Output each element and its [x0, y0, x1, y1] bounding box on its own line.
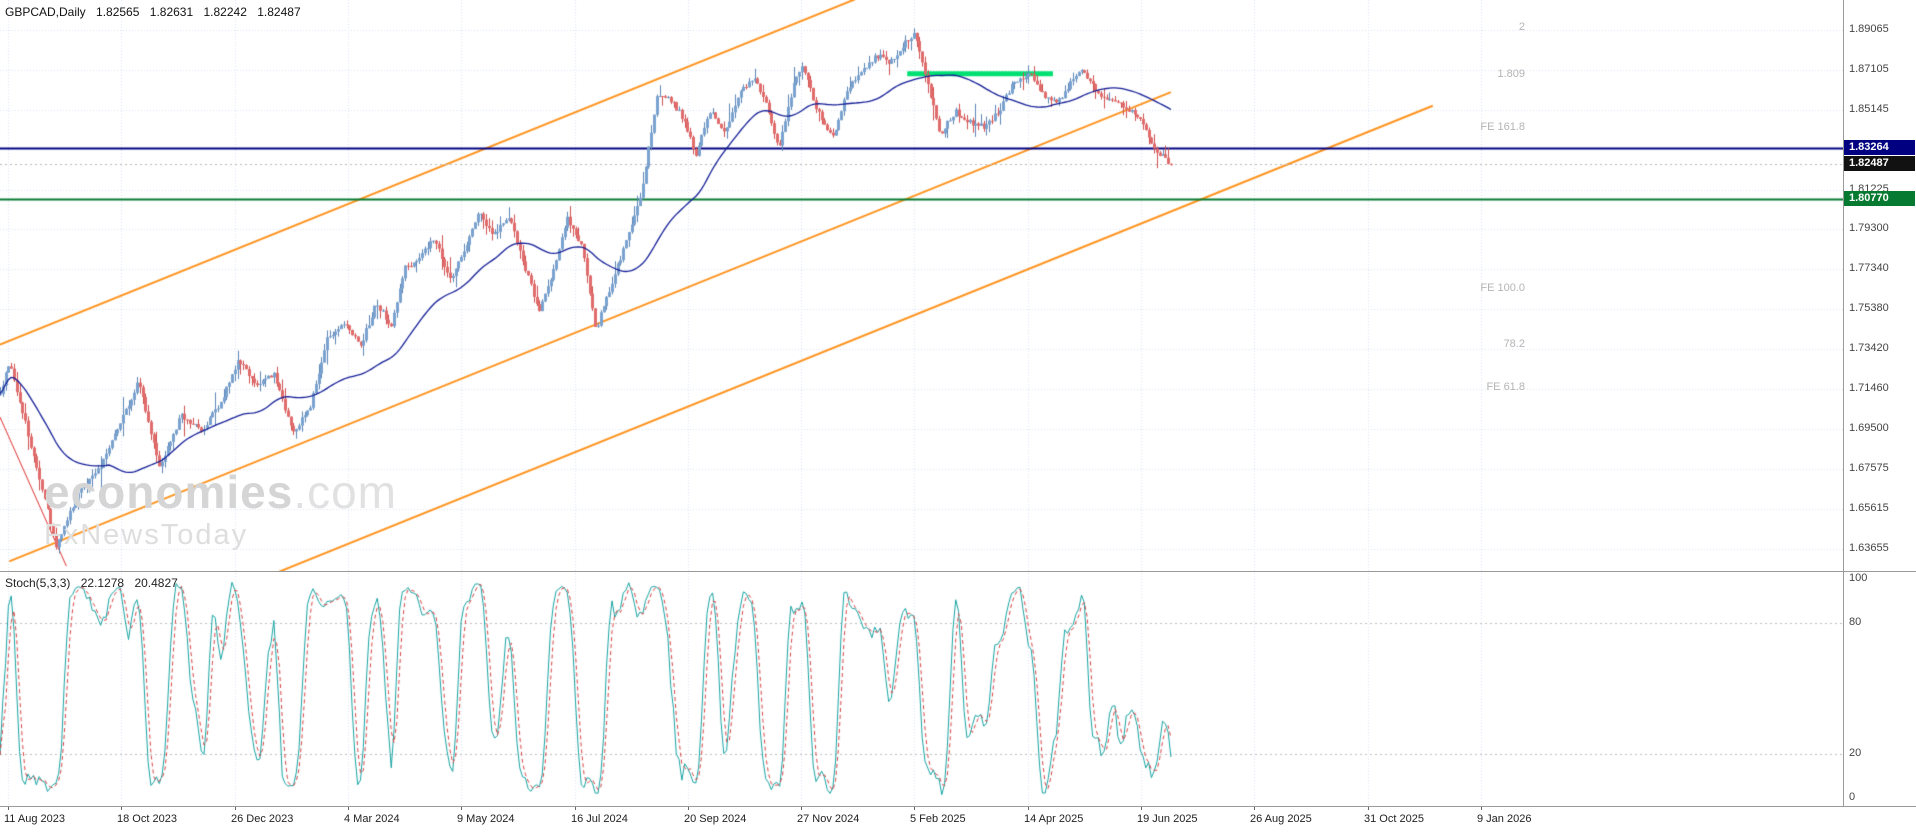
price-tick-label: 1.67575: [1849, 461, 1889, 474]
time-tick: [1368, 806, 1369, 810]
time-tick-label: 26 Dec 2023: [231, 813, 294, 825]
time-tick: [8, 806, 9, 810]
axis-separator-vertical: [1843, 0, 1844, 806]
fib-expansion-label: FE 100.0: [1480, 281, 1525, 294]
price-tick-label: 1.79300: [1849, 222, 1889, 235]
price-tick-label: 1.89065: [1849, 23, 1889, 36]
time-tick: [1481, 806, 1482, 810]
time-tick-label: 4 Mar 2024: [344, 813, 400, 825]
price-tick-label: 1.71460: [1849, 382, 1889, 395]
ohlc-open: 1.82565: [96, 5, 140, 19]
time-tick-label: 20 Sep 2024: [684, 813, 747, 825]
panel-separator: [0, 571, 1916, 572]
time-tick-label: 11 Aug 2023: [4, 813, 65, 825]
stochastic-header: Stoch(5,3,3) 22.1278 20.4827: [5, 576, 185, 590]
time-tick: [801, 806, 802, 810]
stochastic-k-value: 22.1278: [80, 576, 125, 590]
time-tick: [348, 806, 349, 810]
price-axis[interactable]: 1.89065 1.87105 1.85145 1.81225 1.79300 1.773…: [1844, 0, 1916, 806]
time-tick: [121, 806, 122, 810]
stoch-tick-label: 100: [1849, 572, 1868, 584]
time-tick: [235, 806, 236, 810]
current-price-badge: 1.82487: [1844, 156, 1915, 172]
stochastic-label: Stoch(5,3,3): [5, 576, 71, 590]
time-tick-label: 31 Oct 2025: [1364, 813, 1424, 825]
time-tick: [1028, 806, 1029, 810]
time-tick-label: 9 May 2024: [457, 813, 515, 825]
chart-header: GBPCAD,Daily 1.82565 1.82631 1.82242 1.8…: [5, 5, 308, 19]
time-tick: [1254, 806, 1255, 810]
fib-expansion-label: FE 61.8: [1486, 380, 1525, 393]
time-tick: [688, 806, 689, 810]
ohlc-low: 1.82242: [203, 5, 247, 19]
fib-expansion-label: 1.809: [1497, 68, 1525, 81]
price-tick-label: 1.85145: [1849, 103, 1889, 116]
time-axis-separator: [0, 806, 1916, 807]
time-tick: [461, 806, 462, 810]
support-price-badge: 1.80770: [1844, 191, 1915, 207]
price-chart: GBPCAD,Daily 1.82565 1.82631 1.82242 1.8…: [0, 0, 1844, 571]
stochastic-canvas[interactable]: [0, 573, 1844, 806]
stochastic-d-value: 20.4827: [134, 576, 178, 590]
price-tick-label: 1.73420: [1849, 342, 1889, 355]
price-tick-label: 1.63655: [1849, 541, 1889, 554]
fib-expansion-label: 78.2: [1503, 337, 1525, 350]
time-tick-label: 9 Jan 2026: [1477, 813, 1532, 825]
resistance-price-badge: 1.83264: [1844, 140, 1915, 156]
time-tick-label: 27 Nov 2024: [797, 813, 860, 825]
time-tick-label: 16 Jul 2024: [571, 813, 628, 825]
ohlc-high: 1.82631: [149, 5, 194, 19]
stochastic-panel: Stoch(5,3,3) 22.1278 20.4827: [0, 573, 1844, 806]
price-tick-label: 1.75380: [1849, 302, 1889, 315]
time-tick-label: 19 Jun 2025: [1137, 813, 1198, 825]
price-tick-label: 1.77340: [1849, 262, 1889, 275]
stoch-tick-label: 20: [1849, 747, 1862, 760]
fib-expansion-label: 2: [1518, 20, 1525, 33]
time-tick-label: 26 Aug 2025: [1250, 813, 1312, 825]
time-axis[interactable]: 11 Aug 2023 18 Oct 2023 26 Dec 2023 4 Mar 2…: [0, 806, 1916, 840]
symbol-period-label: GBPCAD,Daily: [5, 5, 86, 19]
time-tick-label: 14 Apr 2025: [1024, 813, 1084, 825]
time-tick: [914, 806, 915, 810]
price-tick-label: 1.69500: [1849, 422, 1889, 435]
price-tick-label: 1.65615: [1849, 501, 1889, 514]
fib-expansion-label: FE 161.8: [1480, 120, 1525, 133]
time-tick-label: 5 Feb 2025: [910, 813, 966, 825]
stoch-tick-label: 80: [1849, 615, 1862, 628]
time-tick: [575, 806, 576, 810]
price-chart-canvas[interactable]: [0, 0, 1844, 571]
price-tick-label: 1.87105: [1849, 63, 1889, 76]
time-tick: [1141, 806, 1142, 810]
time-tick-label: 18 Oct 2023: [117, 813, 177, 825]
ohlc-close: 1.82487: [257, 5, 301, 19]
stoch-tick-label: 0: [1849, 791, 1856, 803]
